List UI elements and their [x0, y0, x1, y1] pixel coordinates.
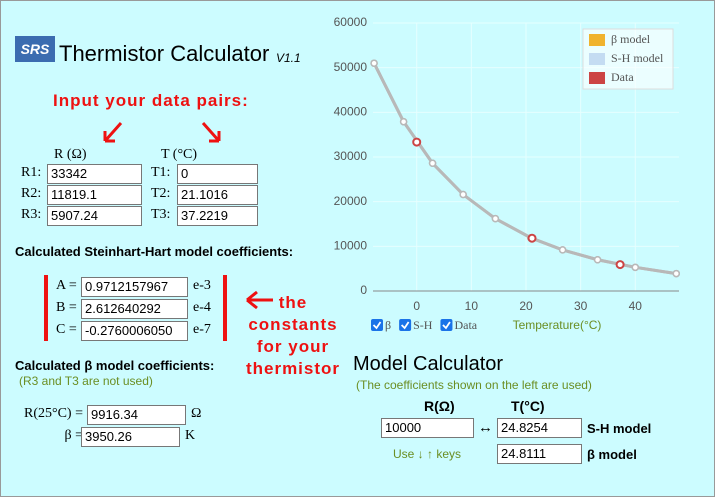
y-tick-label: 10000 [334, 239, 368, 253]
x-tick-label: 0 [413, 299, 420, 313]
model-line [372, 62, 677, 276]
model-line [372, 62, 677, 276]
toggle-label: S-H [413, 318, 433, 332]
beta-value[interactable]: 3950.26 [81, 427, 180, 447]
logo: SRS [15, 36, 55, 62]
r-input[interactable]: 11819.1 [47, 185, 142, 205]
model-point [491, 214, 500, 223]
chart: 0 10000 20000 30000 40000 50000 60000 0 10 20 30 40… [334, 15, 681, 332]
key-hint: Use ↓ ↑ keys [393, 447, 462, 461]
t-input[interactable]: 37.2219 [177, 206, 258, 226]
constants-note: thermistor [245, 359, 341, 378]
beta-label: β = [64, 428, 83, 443]
row-label: R1: [21, 165, 42, 180]
y-tick-label: 60000 [334, 15, 368, 29]
check [372, 321, 382, 330]
calc-note: (The coefficients shown on the left are … [356, 378, 592, 392]
model-point [399, 117, 408, 126]
coef-exp: e-7 [193, 322, 211, 337]
version: V1.1 [276, 51, 301, 65]
coef-label: B = [56, 300, 77, 315]
x-tick-label: 30 [574, 299, 588, 313]
row-label: R2: [21, 186, 42, 201]
legend-swatch [589, 34, 605, 46]
sh-title: Calculated Steinhart-Hart model coeffici… [15, 244, 294, 259]
toggle-label: Data [454, 318, 477, 332]
row-label: T1: [151, 165, 171, 180]
data-point [527, 233, 537, 243]
model-point [558, 246, 567, 254]
checkbox[interactable] [440, 319, 453, 331]
x-tick-label: 10 [465, 299, 479, 313]
legend-label: S-H model [611, 51, 664, 65]
t-input[interactable]: 21.1016 [177, 185, 258, 205]
col-header: R (Ω) [54, 147, 87, 162]
toggle-label: β [385, 318, 391, 332]
model-point [631, 263, 640, 272]
model-point [593, 255, 602, 264]
sh-label: S-H model [587, 421, 652, 436]
constants-note: for your [256, 337, 330, 356]
model-point [459, 190, 467, 199]
data-point [615, 260, 625, 270]
input-hint: Input your data pairs: [53, 91, 249, 110]
legend-swatch [589, 53, 605, 65]
coef-label: A = [56, 278, 77, 293]
r-input[interactable]: 10000 [381, 418, 474, 438]
r-input[interactable]: 5907.24 [47, 206, 142, 226]
coef-exp: e-4 [193, 300, 211, 315]
model-point [370, 59, 378, 67]
constants-note: the [278, 293, 308, 312]
col-header: T(°C) [511, 398, 545, 414]
x-tick-label: 20 [519, 299, 533, 313]
check [442, 321, 451, 330]
x-tick-label: 40 [629, 299, 643, 313]
legend-label: β model [611, 32, 651, 46]
y-tick-label: 0 [360, 283, 367, 297]
model-point [428, 159, 437, 168]
beta-note: (R3 and T3 are not used) [19, 374, 153, 388]
coef-label: C = [56, 322, 77, 337]
arrow: ↔ [478, 419, 493, 436]
calc-title: Model Calculator [353, 353, 504, 375]
r-input[interactable]: 33342 [47, 164, 142, 184]
legend-label: Data [611, 70, 634, 84]
model-point [672, 269, 681, 278]
beta-output[interactable]: 24.8111 [497, 444, 582, 464]
coef-value[interactable]: -0.2760006050 [81, 321, 188, 341]
beta-unit: Ω [191, 406, 202, 421]
y-tick-label: 40000 [334, 105, 368, 119]
y-tick-label: 50000 [334, 60, 368, 74]
coef-exp: e-3 [193, 278, 211, 293]
t-input[interactable]: 0 [177, 164, 258, 184]
legend-swatch [589, 72, 605, 84]
checkbox[interactable] [371, 319, 383, 331]
sh-output[interactable]: 24.8254 [497, 418, 582, 438]
constants-note: constants [248, 315, 338, 334]
beta-unit: K [185, 428, 196, 443]
x-axis-label: Temperature(°C) [513, 318, 602, 332]
coef-value[interactable]: 0.9712157967 [81, 277, 188, 297]
check [400, 321, 410, 330]
y-tick-label: 30000 [334, 149, 368, 163]
row-label: T2: [151, 186, 171, 201]
col-header: R(Ω) [424, 398, 455, 414]
beta-title: Calculated β model coefficients: [15, 358, 215, 373]
coef-value[interactable]: 2.612640292 [81, 299, 188, 319]
beta-value[interactable]: 9916.34 [87, 405, 186, 425]
row-label: T3: [151, 207, 171, 222]
beta-label: β model [587, 447, 637, 462]
data-point [412, 137, 422, 147]
checkbox[interactable] [399, 319, 412, 331]
beta-label: R(25°C) = [24, 406, 83, 421]
row-label: R3: [21, 207, 42, 222]
app-title: Thermistor Calculator [59, 41, 270, 66]
col-header: T (°C) [161, 147, 198, 162]
y-tick-label: 20000 [334, 194, 368, 208]
